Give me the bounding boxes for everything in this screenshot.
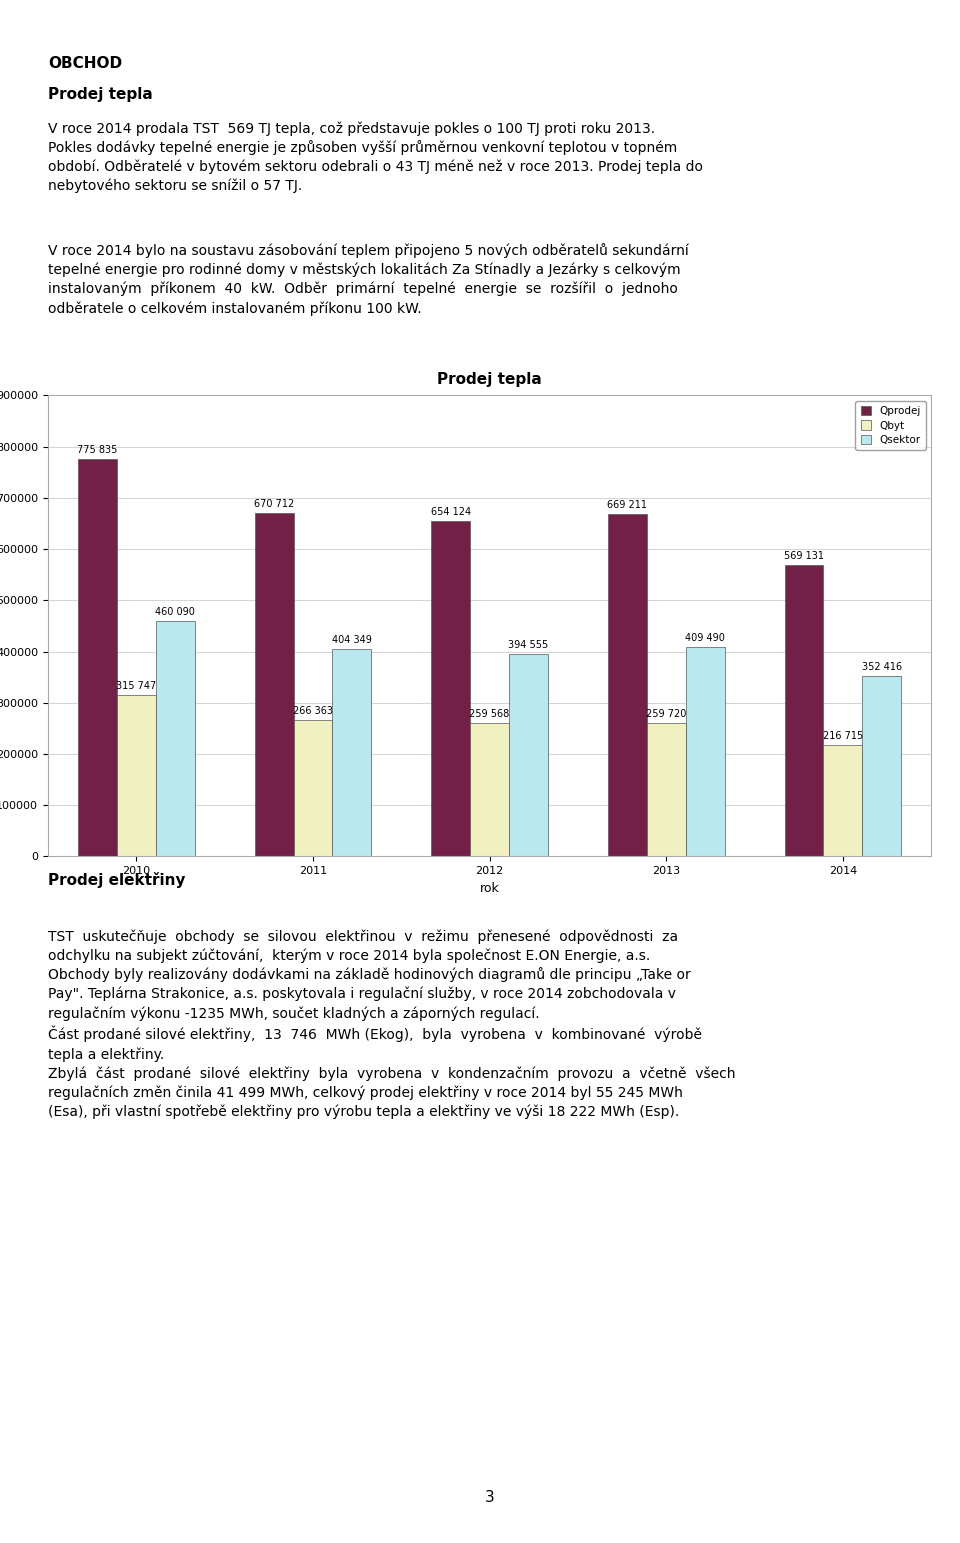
Text: 404 349: 404 349 bbox=[332, 636, 372, 645]
Text: 670 712: 670 712 bbox=[254, 498, 294, 509]
Text: 216 715: 216 715 bbox=[823, 731, 863, 741]
Text: 352 416: 352 416 bbox=[862, 662, 901, 671]
Bar bbox=[156, 620, 195, 856]
Text: 259 568: 259 568 bbox=[469, 710, 510, 719]
Bar bbox=[509, 654, 548, 856]
Bar bbox=[647, 724, 685, 856]
Text: 569 131: 569 131 bbox=[784, 551, 824, 560]
Text: 3: 3 bbox=[485, 1491, 494, 1506]
Text: 259 720: 259 720 bbox=[646, 710, 686, 719]
Text: Prodej elektřiny: Prodej elektřiny bbox=[48, 872, 185, 889]
Bar bbox=[685, 647, 725, 856]
Text: V roce 2014 prodala TST  569 TJ tepla, což představuje pokles o 100 TJ proti rok: V roce 2014 prodala TST 569 TJ tepla, co… bbox=[48, 120, 703, 193]
Bar bbox=[862, 676, 901, 856]
Title: Prodej tepla: Prodej tepla bbox=[437, 372, 542, 387]
Text: V roce 2014 bylo na soustavu zásobování teplem připojeno 5 nových odběratelů sek: V roce 2014 bylo na soustavu zásobování … bbox=[48, 244, 688, 315]
Text: 669 211: 669 211 bbox=[608, 500, 647, 509]
Bar bbox=[470, 724, 509, 856]
Text: 409 490: 409 490 bbox=[685, 633, 725, 642]
Text: TST  uskutečňuje  obchody  se  silovou  elektřinou  v  režimu  přenesené  odpově: TST uskutečňuje obchody se silovou elekt… bbox=[48, 929, 735, 1119]
Text: 775 835: 775 835 bbox=[77, 444, 118, 455]
Text: Prodej tepla: Prodej tepla bbox=[48, 86, 153, 102]
Bar bbox=[254, 512, 294, 856]
Bar bbox=[431, 522, 470, 856]
Bar bbox=[824, 745, 862, 856]
Text: 654 124: 654 124 bbox=[431, 508, 470, 517]
Bar bbox=[294, 721, 332, 856]
Bar bbox=[117, 694, 156, 856]
Text: OBCHOD: OBCHOD bbox=[48, 57, 122, 71]
Text: 394 555: 394 555 bbox=[509, 640, 548, 650]
Bar bbox=[332, 650, 372, 856]
Text: 266 363: 266 363 bbox=[293, 705, 333, 716]
Text: 315 747: 315 747 bbox=[116, 680, 156, 691]
Bar bbox=[608, 514, 647, 856]
Bar bbox=[784, 565, 824, 856]
X-axis label: rok: rok bbox=[480, 881, 499, 895]
Bar bbox=[78, 460, 117, 856]
Text: 460 090: 460 090 bbox=[156, 606, 195, 617]
Legend: Qprodej, Qbyt, Qsektor: Qprodej, Qbyt, Qsektor bbox=[855, 401, 926, 451]
